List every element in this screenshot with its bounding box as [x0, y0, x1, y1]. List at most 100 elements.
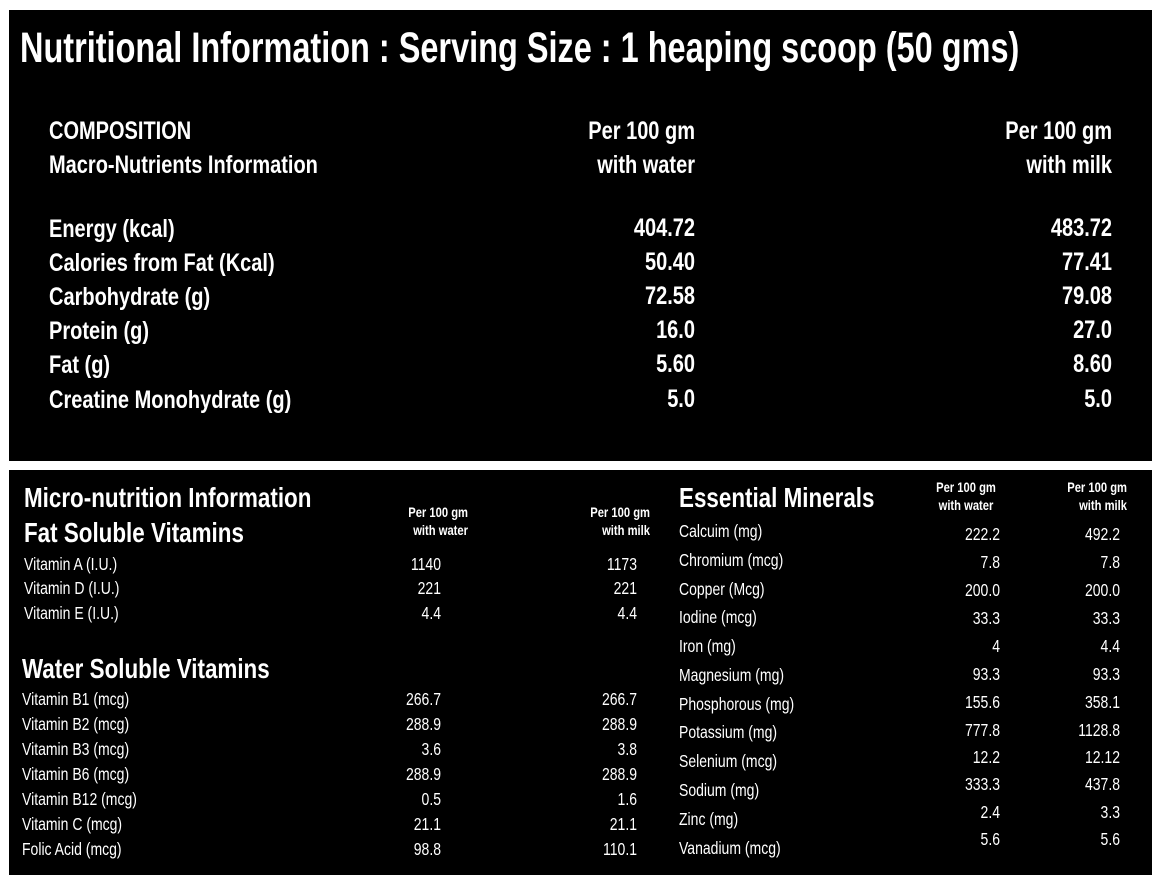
vitamin-label: Vitamin E (I.U.) — [24, 603, 119, 623]
macro-row-water: 50.40 — [644, 248, 695, 276]
mineral-water: 777.8 — [964, 720, 1000, 740]
mineral-water: 93.3 — [972, 664, 1000, 684]
vitamin-milk: 21.1 — [609, 814, 637, 834]
minerals-col-milk-line1: Per 100 gm — [1067, 479, 1127, 495]
mineral-milk: 358.1 — [1084, 692, 1120, 712]
mineral-label: Chromium (mcg) — [679, 550, 784, 570]
mineral-water: 12.2 — [972, 747, 1000, 767]
vitamin-milk: 288.9 — [601, 714, 637, 734]
macro-row-milk: 5.0 — [1084, 385, 1112, 413]
vitamin-label: Vitamin B2 (mcg) — [22, 714, 130, 734]
macro-row-water: 72.58 — [644, 282, 695, 310]
vitamin-water: 0.5 — [421, 789, 441, 809]
mineral-water: 2.4 — [980, 802, 1000, 822]
page-title: Nutritional Information : Serving Size :… — [20, 24, 1020, 72]
mineral-water: 222.2 — [964, 524, 1000, 544]
mineral-label: Vanadium (mcg) — [679, 838, 781, 858]
vitamin-water: 288.9 — [405, 764, 441, 784]
vitamin-label: Vitamin A (I.U.) — [24, 554, 118, 574]
minerals-col-water-line1: Per 100 gm — [936, 479, 996, 495]
macro-row-milk: 27.0 — [1073, 316, 1112, 344]
micro-col-milk-line1: Per 100 gm — [590, 504, 650, 520]
mineral-water: 5.6 — [980, 829, 1000, 849]
macro-row-milk: 79.08 — [1061, 282, 1112, 310]
vitamin-milk: 4.4 — [617, 603, 637, 623]
macro-row-water: 5.60 — [656, 350, 695, 378]
vitamin-milk: 110.1 — [603, 839, 637, 859]
vitamin-label: Vitamin B12 (mcg) — [22, 789, 137, 809]
fat-vitamins-heading: Fat Soluble Vitamins — [24, 517, 244, 548]
macro-row-label: Carbohydrate (g) — [49, 283, 211, 311]
macro-row-label: Creatine Monohydrate (g) — [49, 386, 292, 414]
macro-heading: Macro-Nutrients Information — [49, 151, 318, 179]
vitamin-water: 288.9 — [405, 714, 441, 734]
macro-row-label: Fat (g) — [49, 351, 111, 379]
mineral-label: Phosphorous (mg) — [679, 694, 795, 714]
mineral-milk: 200.0 — [1084, 580, 1120, 600]
mineral-milk: 3.3 — [1100, 802, 1120, 822]
minerals-heading: Essential Minerals — [679, 482, 875, 513]
mineral-label: Iodine (mcg) — [679, 607, 757, 627]
vitamin-label: Folic Acid (mcg) — [22, 839, 122, 859]
macro-row-milk: 8.60 — [1073, 350, 1112, 378]
macro-row-water: 5.0 — [667, 385, 695, 413]
macro-row-water: 404.72 — [633, 214, 695, 242]
vitamin-water: 266.7 — [405, 689, 441, 709]
mineral-label: Magnesium (mg) — [679, 665, 785, 685]
macro-row-label: Energy (kcal) — [49, 215, 175, 243]
vitamin-label: Vitamin B3 (mcg) — [22, 739, 130, 759]
mineral-milk: 492.2 — [1084, 524, 1120, 544]
vitamin-label: Vitamin B1 (mcg) — [22, 689, 130, 709]
macro-col-water-line2: with water — [597, 151, 695, 179]
macro-row-milk: 483.72 — [1050, 214, 1112, 242]
vitamin-water: 4.4 — [421, 603, 441, 623]
macro-panel — [9, 10, 1152, 461]
mineral-water: 4 — [992, 636, 1000, 656]
mineral-milk: 4.4 — [1100, 636, 1120, 656]
vitamin-water: 98.8 — [413, 839, 441, 859]
macro-col-milk-line2: with milk — [1026, 151, 1112, 179]
mineral-label: Calcuim (mg) — [679, 521, 763, 541]
mineral-milk: 1128.8 — [1078, 720, 1120, 740]
mineral-milk: 7.8 — [1100, 552, 1120, 572]
composition-heading: COMPOSITION — [49, 117, 192, 145]
mineral-water: 7.8 — [980, 552, 1000, 572]
macro-row-label: Calories from Fat (Kcal) — [49, 249, 275, 277]
vitamin-milk: 221 — [613, 578, 637, 598]
mineral-label: Sodium (mg) — [679, 780, 760, 800]
vitamin-label: Vitamin D (I.U.) — [24, 578, 120, 598]
mineral-milk: 12.12 — [1084, 747, 1120, 767]
macro-col-milk-line1: Per 100 gm — [1005, 117, 1112, 145]
mineral-water: 333.3 — [964, 774, 1000, 794]
vitamin-milk: 266.7 — [601, 689, 637, 709]
macro-row-milk: 77.41 — [1061, 248, 1112, 276]
water-vitamins-heading: Water Soluble Vitamins — [22, 653, 270, 684]
vitamin-milk: 1.6 — [617, 789, 637, 809]
mineral-milk: 5.6 — [1100, 829, 1120, 849]
mineral-milk: 437.8 — [1084, 774, 1120, 794]
vitamin-milk: 3.8 — [617, 739, 637, 759]
vitamin-milk: 288.9 — [601, 764, 637, 784]
micro-col-water-line2: with water — [413, 522, 468, 538]
mineral-label: Potassium (mg) — [679, 722, 778, 742]
mineral-label: Copper (Mcg) — [679, 579, 765, 599]
minerals-col-water-line2: with water — [938, 497, 994, 513]
vitamin-water: 221 — [417, 578, 441, 598]
mineral-water: 200.0 — [964, 580, 1000, 600]
vitamin-milk: 1173 — [606, 554, 637, 574]
mineral-label: Iron (mg) — [679, 636, 736, 656]
micro-col-water-line1: Per 100 gm — [408, 504, 468, 520]
vitamin-label: Vitamin C (mcg) — [22, 814, 123, 834]
micro-heading: Micro-nutrition Information — [24, 482, 312, 513]
vitamin-water: 21.1 — [413, 814, 441, 834]
micro-col-milk-line2: with milk — [602, 522, 650, 538]
vitamin-water: 1140 — [410, 554, 441, 574]
mineral-water: 33.3 — [972, 608, 1000, 628]
macro-row-label: Protein (g) — [49, 317, 149, 345]
minerals-col-milk-line2: with milk — [1079, 497, 1127, 513]
mineral-label: Selenium (mcg) — [679, 751, 778, 771]
macro-col-water-line1: Per 100 gm — [588, 117, 695, 145]
mineral-water: 155.6 — [964, 692, 1000, 712]
vitamin-water: 3.6 — [421, 739, 441, 759]
vitamin-label: Vitamin B6 (mcg) — [22, 764, 130, 784]
